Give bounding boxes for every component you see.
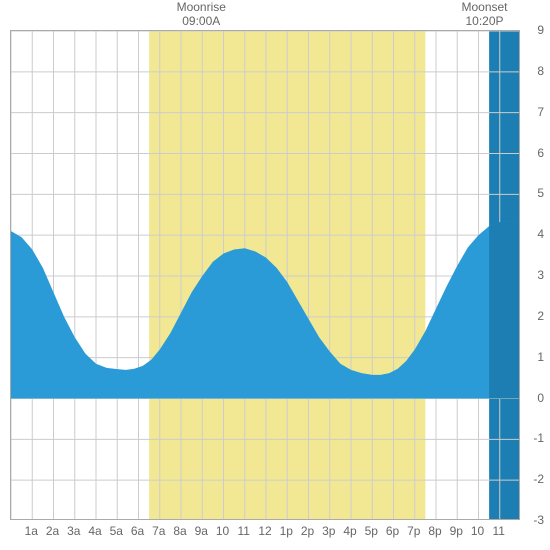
x-tick: 8p [428,524,441,550]
x-tick: 2p [301,524,314,550]
moonrise-label: Moonrise 09:00A [177,0,226,28]
x-tick: 4p [343,524,356,550]
x-tick: 9p [450,524,463,550]
y-tick: -2 [524,472,544,486]
plot-svg [11,31,520,520]
x-tick: 10 [216,524,229,550]
chart-wrap: Moonrise 09:00A Moonset 10:20P -3-2-1012… [0,0,550,550]
header: Moonrise 09:00A Moonset 10:20P [0,0,550,30]
x-tick: 12 [258,524,271,550]
x-tick: 1p [280,524,293,550]
x-tick: 11 [238,524,250,550]
y-tick: 9 [524,23,544,37]
plot-area [10,30,520,520]
y-tick: -1 [524,431,544,445]
x-tick: 9a [195,524,208,550]
y-tick: 5 [524,186,544,200]
moonrise-time: 09:00A [177,14,226,28]
x-tick: 6p [386,524,399,550]
y-tick: -3 [524,513,544,527]
x-tick: 10 [471,524,484,550]
x-tick: 6a [131,524,144,550]
moonrise-title: Moonrise [177,0,226,14]
x-tick: 2a [46,524,59,550]
y-tick: 4 [524,227,544,241]
x-tick: 11 [493,524,505,550]
x-tick: 3a [67,524,80,550]
y-tick: 6 [524,146,544,160]
y-tick: 2 [524,309,544,323]
moonset-time: 10:20P [461,14,507,28]
x-tick: 4a [88,524,101,550]
moonset-label: Moonset 10:20P [461,0,507,28]
x-tick: 3p [322,524,335,550]
y-tick: 7 [524,105,544,119]
x-tick: 1a [25,524,38,550]
moonset-title: Moonset [461,0,507,14]
x-tick: 7p [407,524,420,550]
y-tick: 1 [524,350,544,364]
x-tick: 7a [152,524,165,550]
x-tick: 5p [365,524,378,550]
y-tick: 8 [524,64,544,78]
x-tick: 5a [110,524,123,550]
y-tick: 3 [524,268,544,282]
x-tick: 8a [173,524,186,550]
y-tick: 0 [524,391,544,405]
